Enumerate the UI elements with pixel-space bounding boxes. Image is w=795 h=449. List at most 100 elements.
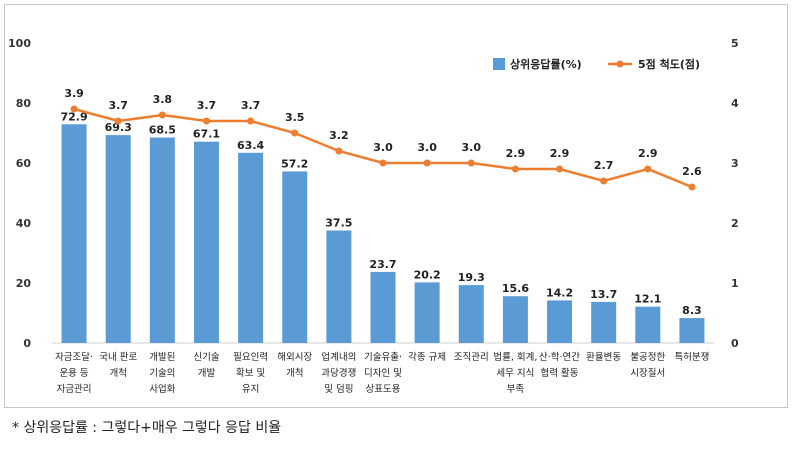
line-value-label: 3.7 [241, 99, 261, 112]
line-value-label: 3.0 [417, 141, 437, 154]
x-tick-label: 필요인력 [233, 351, 268, 363]
line-point [335, 147, 343, 155]
x-tick-label: 협력 활동 [541, 367, 579, 379]
line-value-label: 2.9 [550, 147, 570, 160]
line-value-label: 3.2 [329, 129, 349, 142]
x-tick-label: 해외시장 [277, 351, 312, 363]
x-tick-label: 산·학·연간 [539, 352, 580, 363]
line-point [423, 159, 431, 167]
bar [61, 124, 87, 343]
y2-tick-label: 1 [731, 277, 739, 290]
line-value-label: 3.0 [373, 141, 393, 154]
bar-value-label: 8.3 [682, 304, 702, 317]
line-value-label: 3.7 [197, 99, 217, 112]
line-point [291, 129, 299, 137]
bar [591, 301, 617, 343]
x-tick-label: 국내 판로 [99, 352, 137, 363]
bar [502, 296, 528, 343]
line-point [70, 105, 78, 113]
x-tick-label: 업계내의 [321, 351, 356, 363]
bar-value-label: 63.4 [237, 139, 264, 152]
y2-tick-label: 2 [731, 217, 739, 230]
bar [282, 171, 308, 343]
y-tick-label: 20 [16, 277, 32, 290]
x-tick-label: 개발된 [149, 351, 175, 363]
line-value-label: 2.7 [594, 159, 614, 172]
x-tick-label: 특허분쟁 [674, 352, 709, 363]
bar-value-label: 67.1 [193, 128, 220, 141]
x-tick-label: 법률, 회계, [493, 351, 537, 363]
bar [238, 152, 264, 343]
x-tick-label: 자금관리 [57, 384, 92, 395]
line-point [511, 165, 519, 173]
bar [193, 141, 219, 343]
x-tick-label: 신기술 [193, 352, 219, 363]
line-point [600, 177, 608, 185]
bar-value-label: 15.6 [502, 282, 529, 295]
legend-line-marker [616, 60, 624, 68]
x-tick-label: 불공정한 [630, 352, 665, 363]
line-point [556, 165, 564, 173]
line-point [114, 117, 122, 125]
bar [458, 285, 484, 343]
bar-value-label: 23.7 [369, 258, 396, 271]
legend-line-label: 5점 척도(점) [638, 57, 700, 71]
bar [547, 300, 573, 343]
y2-tick-label: 0 [731, 337, 739, 350]
bar [105, 135, 131, 343]
bar-value-label: 19.3 [458, 271, 485, 284]
bar-value-label: 37.5 [325, 217, 352, 230]
x-tick-label: 상표도용 [366, 384, 401, 395]
line-value-label: 2.6 [682, 165, 702, 178]
line-point [467, 159, 475, 167]
x-tick-label: 개척 [109, 368, 126, 379]
bar [149, 137, 175, 343]
line-value-label: 3.0 [462, 141, 482, 154]
x-tick-label: 개척 [286, 368, 303, 379]
y2-tick-label: 4 [731, 97, 739, 110]
bar [635, 306, 661, 343]
x-tick-label: 및 덤핑 [324, 383, 353, 395]
line-point [644, 165, 652, 173]
line-value-label: 3.5 [285, 111, 305, 124]
line-point [202, 117, 210, 125]
line-point [688, 183, 696, 191]
bar-value-label: 69.3 [105, 121, 132, 134]
x-tick-label: 확보 및 [236, 367, 265, 379]
line-value-label: 3.7 [108, 99, 128, 112]
bar-value-label: 68.5 [149, 124, 176, 137]
bar-value-label: 12.1 [634, 293, 661, 306]
y-tick-label: 100 [8, 37, 31, 50]
x-tick-label: 디자인 및 [364, 367, 402, 379]
bar [679, 318, 705, 343]
x-tick-label: 사업화 [149, 383, 175, 395]
footnote: * 상위응답률 : 그렇다+매우 그렇다 응답 비율 [12, 420, 282, 436]
bar [414, 282, 440, 343]
x-tick-label: 개발 [198, 368, 216, 379]
bar-value-label: 20.2 [414, 268, 441, 281]
y-tick-label: 80 [16, 97, 32, 110]
x-tick-label: 시장질서 [630, 367, 665, 379]
x-tick-label: 자금조달· [55, 351, 93, 363]
x-tick-label: 과당경쟁 [321, 367, 356, 379]
x-tick-label: 환율변동 [586, 351, 621, 363]
bar-value-label: 13.7 [590, 288, 617, 301]
line-value-label: 3.8 [153, 93, 173, 106]
legend-bar-swatch [493, 58, 505, 70]
x-tick-label: 기술의 [149, 368, 175, 379]
bar [326, 230, 352, 343]
combo-chart: 0 20 40 60 80 100 0 1 2 3 4 5 72.9 69.3 68.5 67.1 63.4 57… [8, 37, 739, 395]
x-tick-label: 각종 규제 [408, 351, 446, 363]
x-tick-label: 유지 [242, 384, 259, 395]
line-point [247, 117, 255, 125]
line-point [379, 159, 387, 167]
x-tick-label: 기술유출· [364, 352, 402, 363]
legend-bar-label: 상위응답률(%) [510, 57, 582, 71]
line-point [158, 111, 166, 119]
x-tick-label: 조직관리 [454, 352, 489, 363]
bar-value-label: 57.2 [281, 157, 308, 170]
y-tick-label: 0 [23, 337, 31, 350]
y-tick-label: 40 [16, 217, 32, 230]
y2-tick-label: 5 [731, 37, 739, 50]
line-value-label: 2.9 [506, 147, 526, 160]
